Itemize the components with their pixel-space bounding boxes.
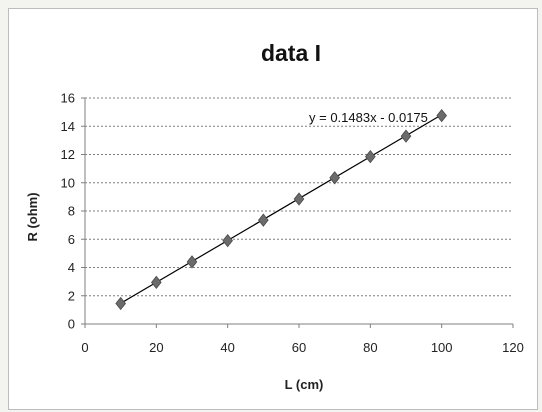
scatter-chart: data I 0 2 4 6 8 10 12 14 16 0 20 40 60 80 100 120 y =…: [25, 40, 524, 392]
data-points: [115, 109, 447, 311]
trendline-equation: y = 0.1483x - 0.0175: [309, 110, 428, 125]
x-tick-label: 60: [292, 340, 306, 355]
chart-area: data I 0 2 4 6 8 10 12 14 16 0 20 40 60 80 100 120 y =…: [8, 8, 538, 410]
x-tick-label: 80: [363, 340, 377, 355]
x-tick-labels: 0 20 40 60 80 100 120: [81, 340, 523, 355]
gridlines: [85, 97, 513, 297]
x-tick-label: 0: [81, 340, 88, 355]
chart-title: data I: [261, 40, 321, 66]
data-point: [365, 149, 376, 164]
x-tick-label: 40: [220, 340, 234, 355]
y-tick-label: 2: [68, 288, 75, 303]
data-point: [329, 171, 340, 185]
x-tick-label: 100: [431, 340, 453, 355]
y-tick-label: 4: [68, 260, 75, 275]
x-axis-title: L (cm): [285, 377, 324, 392]
y-tick-label: 0: [68, 317, 75, 332]
y-tick-label: 14: [61, 119, 75, 134]
y-tick-label: 8: [68, 204, 75, 219]
x-tick-label: 20: [149, 340, 163, 355]
data-point: [222, 234, 233, 248]
x-tick-label: 120: [502, 340, 524, 355]
data-point: [400, 129, 412, 143]
data-point: [186, 255, 198, 269]
data-point: [293, 192, 305, 206]
trendline: [120, 114, 442, 304]
data-point: [436, 109, 447, 123]
y-tick-label: 10: [61, 175, 75, 190]
y-axis-title: R (ohm): [25, 192, 40, 241]
data-point: [115, 296, 126, 311]
axes: [81, 97, 514, 328]
data-point: [151, 275, 162, 289]
y-tick-label: 12: [61, 147, 75, 162]
data-point: [258, 213, 269, 227]
y-tick-labels: 0 2 4 6 8 10 12 14 16: [61, 91, 75, 332]
y-tick-label: 16: [61, 91, 75, 106]
y-tick-label: 6: [68, 232, 75, 247]
trendline-group: [120, 114, 442, 304]
